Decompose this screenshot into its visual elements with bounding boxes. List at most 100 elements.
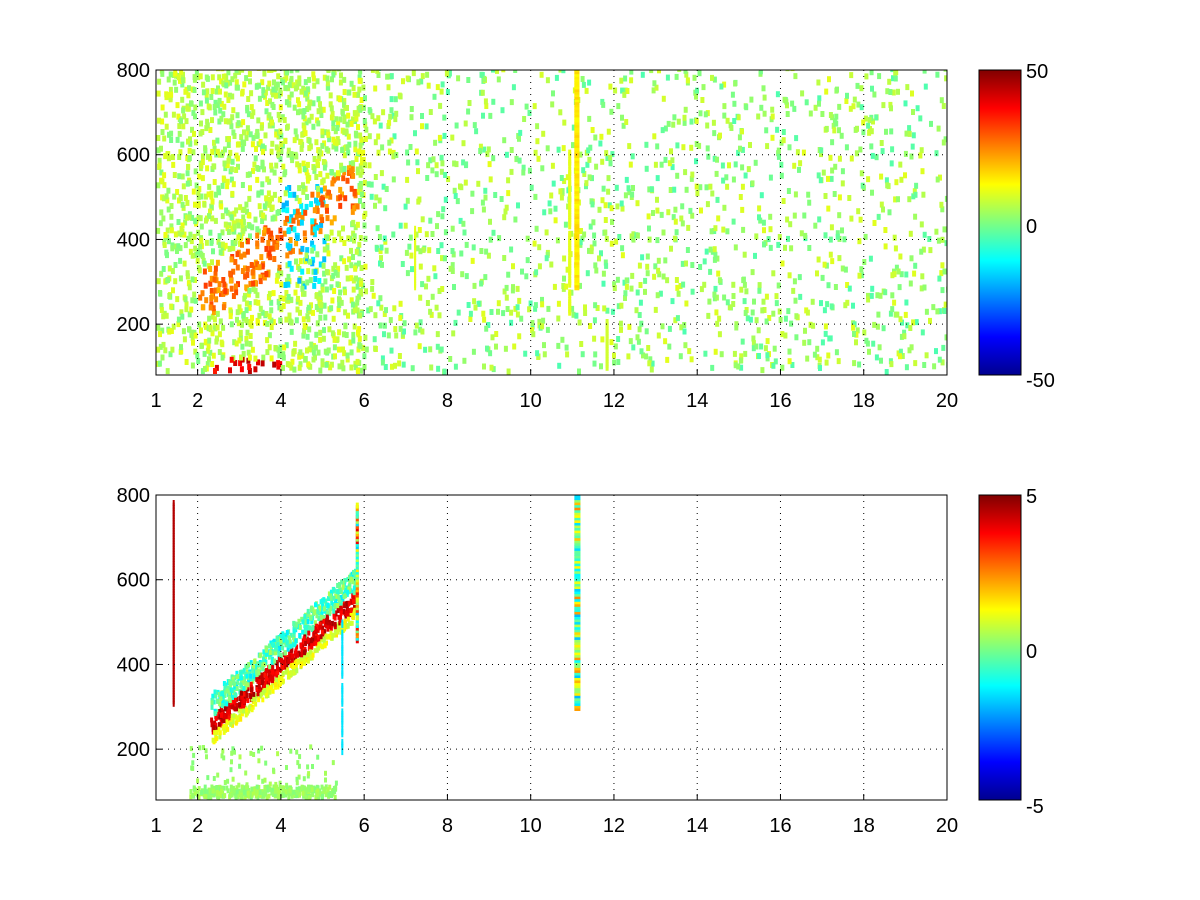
heatmap-cell — [309, 744, 313, 750]
heatmap-cell — [458, 183, 462, 190]
heatmap-cell — [770, 134, 775, 141]
heatmap-cell — [321, 625, 325, 631]
heatmap-cell — [221, 175, 226, 182]
heatmap-cell — [866, 122, 871, 129]
heatmap-cell — [739, 353, 744, 360]
heatmap-cell — [663, 156, 668, 163]
heatmap-cell — [245, 125, 250, 132]
heatmap-cell — [318, 621, 322, 627]
heatmap-cell — [318, 295, 323, 302]
heatmap-cell — [211, 248, 215, 255]
heatmap-cell — [301, 654, 305, 660]
heatmap-cell — [293, 340, 298, 347]
heatmap-cell — [187, 155, 192, 162]
heatmap-cell — [657, 271, 662, 278]
heatmap-cell — [392, 305, 397, 312]
heatmap-cell — [905, 84, 910, 91]
heatmap-cell — [324, 633, 328, 639]
heatmap-cell — [221, 748, 225, 754]
heatmap-cell — [470, 190, 475, 197]
heatmap-cell — [829, 224, 834, 231]
heatmap-cell — [323, 622, 327, 628]
heatmap-cell — [884, 128, 888, 135]
heatmap-cell — [867, 117, 872, 124]
heatmap-cell — [467, 100, 472, 106]
heatmap-cell — [288, 318, 293, 325]
heatmap-cell — [235, 251, 240, 258]
heatmap-cell — [193, 277, 197, 283]
heatmap-cell — [911, 319, 916, 326]
heatmap-cell — [242, 295, 247, 302]
heatmap-cell — [357, 260, 361, 267]
heatmap-cell — [220, 182, 225, 189]
heatmap-cell — [300, 658, 304, 664]
heatmap-cell — [196, 358, 201, 364]
heatmap-cell — [255, 261, 260, 268]
heatmap-cell — [871, 340, 876, 347]
heatmap-cell — [219, 100, 224, 107]
heatmap-cell — [654, 84, 659, 91]
heatmap-cell — [249, 694, 253, 699]
heatmap-cell — [416, 168, 420, 175]
heatmap-cell — [885, 182, 890, 189]
heatmap-cell — [260, 263, 265, 270]
heatmap-cell — [296, 760, 300, 766]
heatmap-cell — [257, 670, 261, 676]
heatmap-cell — [289, 296, 294, 303]
heatmap-cell — [250, 269, 255, 276]
heatmap-cell — [387, 119, 392, 126]
heatmap-cell — [500, 107, 505, 114]
heatmap-cell — [393, 362, 397, 369]
heatmap-cell — [914, 319, 919, 326]
heatmap-cell — [615, 276, 620, 283]
heatmap-cell — [204, 74, 209, 81]
heatmap-cell — [264, 199, 269, 206]
heatmap-cell — [281, 354, 286, 361]
heatmap-cell — [561, 70, 566, 74]
heatmap-cell — [280, 79, 285, 86]
heatmap-cell — [240, 343, 245, 350]
heatmap-cell — [345, 177, 350, 184]
heatmap-cell — [382, 331, 386, 338]
heatmap-cell — [246, 349, 251, 356]
heatmap-cell — [284, 789, 288, 795]
heatmap-cell — [757, 287, 762, 294]
heatmap-cell — [509, 99, 514, 106]
heatmap-cell — [249, 790, 253, 796]
heatmap-cell — [289, 75, 294, 82]
heatmap-cell — [420, 123, 424, 130]
x-tick-label: 12 — [603, 390, 625, 412]
heatmap-cell — [570, 305, 575, 312]
heatmap-cell — [307, 771, 311, 777]
heatmap-cell — [872, 91, 877, 98]
heatmap-cell — [468, 310, 473, 317]
heatmap-cell — [303, 658, 307, 664]
heatmap-cell — [308, 258, 313, 265]
heatmap-cell — [304, 203, 309, 210]
heatmap-cell — [738, 145, 742, 152]
heatmap-cell — [213, 711, 217, 717]
heatmap-cell — [320, 142, 325, 149]
heatmap-cell — [470, 257, 475, 264]
heatmap-cell — [229, 214, 234, 221]
heatmap-cell — [277, 264, 282, 271]
heatmap-cell — [362, 118, 367, 125]
heatmap-cell — [442, 114, 447, 121]
heatmap-cell — [229, 256, 234, 263]
heatmap-cell — [689, 175, 694, 182]
heatmap-cell — [344, 593, 348, 599]
heatmap-cell — [209, 275, 214, 282]
heatmap-cell — [228, 79, 233, 86]
heatmap-cell — [253, 155, 258, 162]
heatmap-cell — [333, 794, 337, 800]
heatmap-cell — [598, 140, 603, 147]
heatmap-cell — [252, 263, 257, 269]
heatmap-cell — [645, 253, 650, 260]
heatmap-cell — [391, 176, 396, 183]
heatmap-cell — [391, 112, 396, 119]
heatmap-cell — [208, 304, 213, 311]
heatmap-cell — [197, 786, 201, 792]
heatmap-cell — [288, 237, 293, 244]
heatmap-cell — [749, 96, 754, 103]
heatmap-cell — [195, 257, 200, 264]
